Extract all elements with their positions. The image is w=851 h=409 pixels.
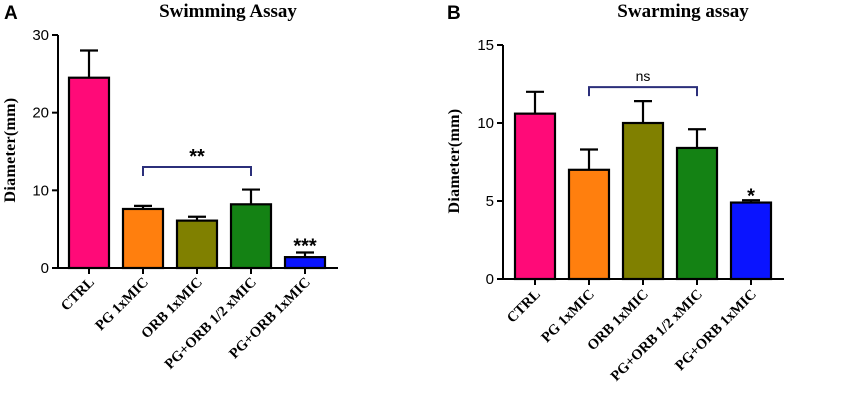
panel-b-bar-0	[513, 112, 557, 281]
panel-b-y-tick-label: 0	[486, 271, 494, 288]
panel-a-bar-1	[121, 207, 165, 270]
panel-b-significance-bracket	[588, 86, 698, 97]
panel-b-y-tick-label: 5	[486, 193, 494, 210]
panel-a-y-axis-label: Diameter(mm)	[2, 98, 19, 203]
panel-b-y-tick-label: 15	[477, 37, 494, 54]
panel-a-y-tick-label: 0	[41, 260, 49, 277]
panel-b-x-tick-label-0: CTRL	[504, 286, 544, 326]
panel-a-x-tick-label-3: PG+ORB 1/2 xMIC	[162, 275, 260, 373]
panel-a: A Swimming Assay Diameter(mm) 0 10 20 30 CTR…	[2, 1, 338, 373]
panel-a-significance-label: **	[189, 146, 205, 168]
panel-a-y-tick-label: 30	[32, 27, 49, 44]
panel-b-y-tick-label: 10	[477, 115, 494, 132]
panel-b: B Swarming assay Diameter(mm) 0 5 10 15 CTRL…	[446, 1, 784, 385]
panel-b-bar-3	[675, 146, 719, 281]
panel-b-letter: B	[447, 3, 461, 24]
panel-b-significance-label: ns	[636, 68, 651, 84]
panel-b-y-axis-label: Diameter(mm)	[446, 109, 463, 214]
panel-a-bar-0	[67, 76, 111, 270]
panel-a-title: Swimming Assay	[159, 1, 297, 22]
panel-a-bar-4	[283, 256, 327, 270]
panel-b-x-tick-label-3: PG+ORB 1/2 xMIC	[608, 287, 706, 385]
panel-b-bar-2	[621, 121, 665, 281]
panel-a-letter: A	[4, 3, 18, 24]
panel-b-bar-1	[567, 168, 611, 281]
panel-a-y-tick-label: 10	[32, 182, 49, 199]
panel-a-bar-2	[175, 219, 219, 270]
panel-a-significance-star: ***	[293, 235, 317, 257]
panel-a-x-tick-label-0: CTRL	[58, 274, 98, 314]
panel-a-bar-3	[229, 203, 273, 270]
panel-a-y-tick-label: 20	[32, 105, 49, 122]
panel-b-significance-star: *	[747, 185, 755, 207]
panel-a-significance-bracket	[142, 166, 252, 177]
panel-b-bar-4	[729, 201, 773, 281]
panel-b-title: Swarming assay	[617, 1, 749, 22]
